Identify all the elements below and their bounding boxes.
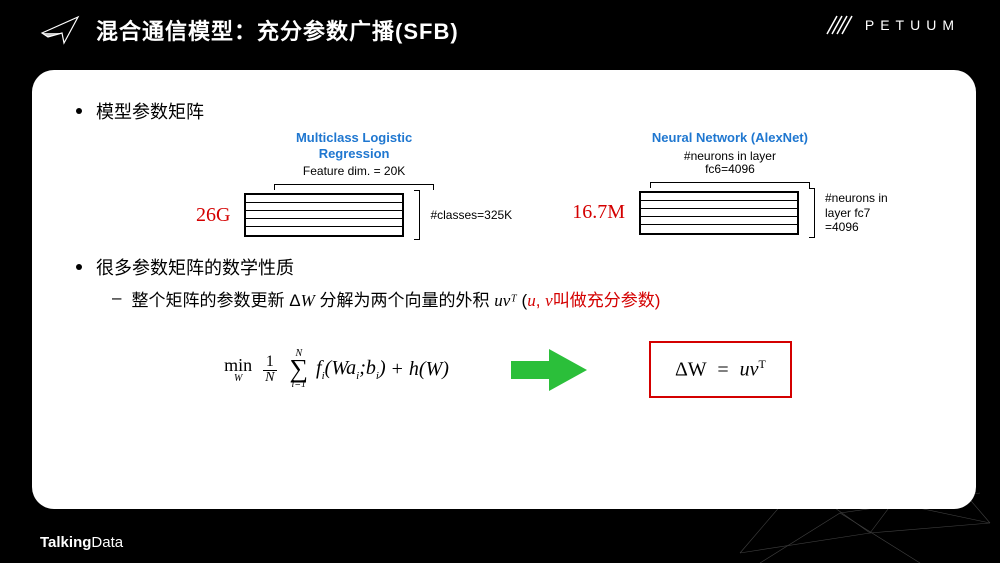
bullet-2-text: 很多参数矩阵的数学性质 — [96, 254, 294, 280]
diagram-right-toplabel-l1: #neurons in layer — [684, 149, 776, 163]
sub-v: v — [545, 291, 553, 310]
diagram-left-rightlabel: #classes=325K — [430, 208, 512, 222]
brand-logo: PETUUM — [825, 14, 960, 36]
f-hw-w: W — [426, 358, 443, 380]
matrix-rect-icon — [244, 193, 404, 237]
sub-w: W — [301, 291, 315, 310]
bullet-dot-icon — [76, 264, 82, 270]
bullet-dot-icon — [76, 108, 82, 114]
wireframe-decor-icon — [720, 423, 1000, 563]
sub-uvt: uvᵀ — [494, 291, 517, 310]
sub-comma: , — [536, 291, 545, 310]
sub-tail: 叫做充分参数) — [553, 291, 661, 310]
stripes-icon — [825, 14, 855, 36]
box-sup: T — [759, 357, 766, 371]
diagram-left-title-l1: Multiclass Logistic — [296, 130, 412, 145]
f-semi: ; — [359, 357, 366, 379]
diagram-right-size: 16.7M — [572, 201, 625, 224]
diagram-right-title: Neural Network (AlexNet) — [652, 130, 808, 146]
drr-l3: =4096 — [825, 220, 859, 234]
dimension-top-icon — [650, 178, 810, 188]
dimension-top-icon — [274, 180, 434, 190]
footer-brand: TalkingData — [40, 534, 123, 551]
sub-u: u — [527, 291, 536, 310]
diagram-left: Multiclass Logistic Regression Feature d… — [196, 130, 512, 240]
diagram-right-toplabel: #neurons in layer fc6=4096 — [684, 150, 776, 176]
bullet-2: 很多参数矩阵的数学性质 — [76, 254, 940, 280]
diagram-left-toplabel: Feature dim. = 20K — [303, 165, 405, 178]
brand-text: PETUUM — [865, 17, 960, 33]
sub-bullet: – 整个矩阵的参数更新 ΔW 分解为两个向量的外积 uvᵀ (u, v叫做充分参… — [112, 286, 940, 311]
drr-l2: layer fc7 — [825, 206, 870, 220]
f-b: b — [366, 357, 376, 379]
footer-rest: Data — [91, 534, 123, 551]
arrow-right-icon — [509, 347, 589, 393]
matrix-rect-icon — [639, 191, 799, 235]
bullet-1-text: 模型参数矩阵 — [96, 98, 204, 124]
f-frac-d: N — [262, 371, 277, 385]
boxed-equation: ΔW = uvT — [649, 341, 792, 398]
sub-bullet-text: 整个矩阵的参数更新 ΔW 分解为两个向量的外积 uvᵀ (u, v叫做充分参数) — [131, 286, 660, 311]
bullet-1: 模型参数矩阵 — [76, 98, 940, 124]
f-wa: Wa — [331, 357, 356, 379]
diagram-right-rightlabel: #neurons in layer fc7 =4096 — [825, 191, 888, 234]
f-h: h — [409, 358, 419, 380]
sub-paren: ( — [517, 291, 527, 310]
diagram-right-toplabel-l2: fc6=4096 — [705, 162, 755, 176]
footer-bold: Talking — [40, 534, 91, 551]
box-uv: uv — [740, 359, 759, 381]
dash-icon: – — [112, 288, 121, 308]
diagram-row: Multiclass Logistic Regression Feature d… — [196, 130, 940, 240]
box-dw: ΔW — [675, 359, 706, 381]
sub-mid: 分解为两个向量的外积 — [315, 291, 494, 310]
diagram-left-size: 26G — [196, 204, 230, 227]
slide-title: 混合通信模型：充分参数广播(SFB) — [96, 14, 459, 46]
f-sum-bot: i=1 — [292, 380, 307, 390]
f-min: min — [224, 356, 252, 374]
f-minsub: W — [234, 374, 242, 384]
box-eq: = — [717, 359, 728, 381]
dimension-right-icon — [412, 190, 422, 240]
f-hw-close: ) — [442, 358, 449, 380]
dimension-right-icon — [807, 188, 817, 238]
f-close: ) — [379, 357, 386, 379]
sigma-icon: ∑ — [290, 359, 309, 380]
drr-l1: #neurons in — [825, 191, 888, 205]
f-frac-n: 1 — [263, 354, 277, 371]
f-plus: + — [392, 358, 403, 381]
f-hw-open: ( — [419, 358, 426, 380]
diagram-left-title-l2: Regression — [319, 146, 390, 161]
formula-row: min W 1 N N ∑ i=1 fi(Wai;bi) + h(W) — [76, 341, 940, 398]
diagram-left-title: Multiclass Logistic Regression — [296, 130, 412, 161]
paper-plane-icon — [40, 15, 80, 45]
diagram-right: Neural Network (AlexNet) #neurons in lay… — [572, 130, 888, 240]
objective-formula: min W 1 N N ∑ i=1 fi(Wai;bi) + h(W) — [224, 349, 449, 390]
sub-prefix: 整个矩阵的参数更新 Δ — [131, 291, 300, 310]
